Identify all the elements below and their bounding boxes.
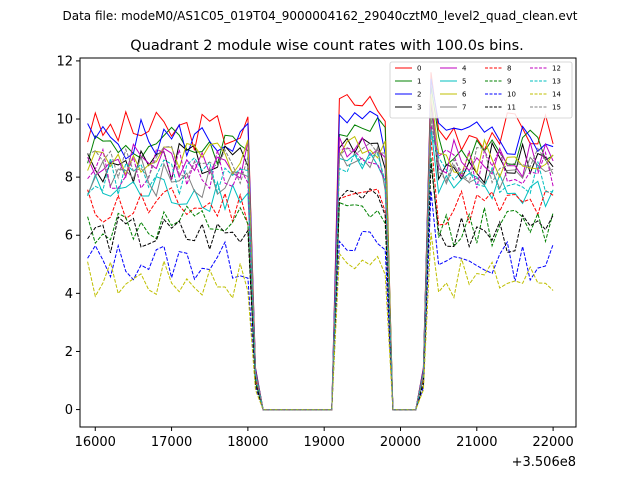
legend-label-12: 12 — [552, 65, 561, 73]
x-tick-label: 17000 — [151, 435, 192, 450]
axes-frame — [79, 57, 577, 428]
legend-label-11: 11 — [507, 104, 516, 112]
y-axis: 0 2 4 6 8 10 12 — [56, 54, 80, 418]
y-tick-label: 4 — [65, 287, 73, 302]
y-tick-label: 0 — [65, 403, 73, 418]
legend-label-5: 5 — [462, 78, 466, 86]
legend-label-8: 8 — [507, 65, 511, 73]
chart-title: Quadrant 2 module wise count rates with … — [130, 38, 524, 54]
legend-label-15: 15 — [552, 104, 561, 112]
legend-label-0: 0 — [417, 65, 421, 73]
x-tick-label: 18000 — [227, 435, 268, 450]
x-offset-label: +3.506e8 — [512, 455, 576, 470]
series-line-15 — [87, 118, 554, 411]
legend-label-7: 7 — [462, 104, 466, 112]
y-tick-label: 10 — [56, 113, 73, 128]
chart-supertitle: Data file: modeM0/AS1C05_019T04_90000041… — [62, 9, 577, 23]
legend-label-4: 4 — [462, 65, 467, 73]
x-tick-label: 22000 — [532, 435, 573, 450]
legend-label-14: 14 — [552, 91, 561, 99]
x-tick-label: 19000 — [304, 435, 345, 450]
y-tick-label: 8 — [65, 171, 73, 186]
legend-label-1: 1 — [417, 78, 421, 86]
legend-label-6: 6 — [462, 91, 467, 99]
x-tick-label: 20000 — [380, 435, 421, 450]
y-tick-label: 6 — [65, 229, 73, 244]
x-tick-label: 16000 — [75, 435, 116, 450]
legend-label-3: 3 — [417, 104, 421, 112]
legend-label-10: 10 — [507, 91, 516, 99]
y-tick-label: 12 — [56, 54, 73, 69]
legend-label-13: 13 — [552, 78, 561, 86]
x-tick-label: 21000 — [456, 435, 497, 450]
x-axis: 16000 17000 18000 19000 20000 21000 22000 — [75, 427, 574, 450]
y-tick-label: 2 — [65, 345, 73, 360]
legend-label-2: 2 — [417, 91, 421, 99]
legend-label-9: 9 — [507, 78, 511, 86]
legend-box — [389, 61, 573, 119]
plot-area — [87, 72, 554, 411]
